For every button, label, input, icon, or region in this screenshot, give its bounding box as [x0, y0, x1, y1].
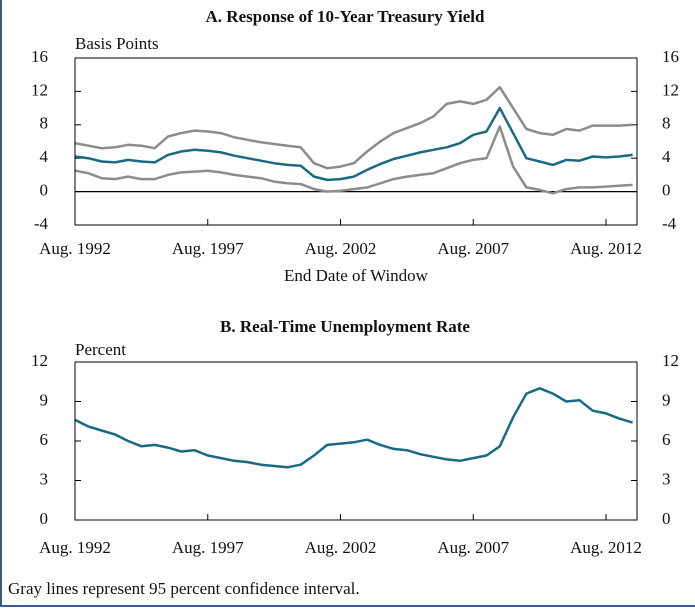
series-line — [74, 125, 633, 195]
x-tick-label: Aug. 2012 — [570, 538, 642, 557]
series-line — [74, 106, 633, 182]
x-tick-label: Aug. 2002 — [305, 239, 377, 258]
y-tick-label: 12 — [31, 80, 48, 99]
x-axis-title: End Date of Window — [284, 266, 429, 285]
x-tick-label: Aug. 2002 — [305, 538, 377, 557]
x-tick-label: Aug. 2007 — [437, 239, 509, 258]
y-axis-title: Basis Points — [75, 34, 159, 53]
y2-tick-label: 12 — [662, 80, 679, 99]
chart-title: A. Response of 10-Year Treasury Yield — [206, 7, 485, 26]
y-tick-label: 16 — [31, 47, 48, 66]
x-tick-label: Aug. 1992 — [39, 239, 111, 258]
x-tick-label: Aug. 1997 — [172, 239, 244, 258]
y-tick-label: 12 — [31, 351, 48, 370]
x-tick-label: Aug. 1992 — [39, 538, 111, 557]
y2-tick-label: 12 — [662, 351, 679, 370]
footnote: Gray lines represent 95 percent confiden… — [8, 579, 360, 598]
y2-tick-label: 4 — [662, 147, 671, 166]
series-line — [74, 387, 633, 469]
y-tick-label: 6 — [40, 430, 49, 449]
y-tick-label: -4 — [34, 214, 49, 233]
series-line — [74, 85, 633, 170]
y2-tick-label: 16 — [662, 47, 679, 66]
y-axis-title: Percent — [75, 340, 126, 359]
x-tick-label: Aug. 2007 — [437, 538, 509, 557]
y2-tick-label: -4 — [662, 214, 677, 233]
y2-tick-label: 9 — [662, 390, 671, 409]
y2-tick-label: 6 — [662, 430, 671, 449]
plot-frame — [74, 57, 638, 226]
y-tick-label: 8 — [40, 114, 49, 133]
y2-tick-label: 0 — [662, 181, 671, 200]
y2-tick-label: 3 — [662, 469, 671, 488]
y2-tick-label: 0 — [662, 509, 671, 528]
chart-title: B. Real-Time Unemployment Rate — [220, 317, 470, 336]
plot-frame — [74, 361, 638, 521]
y-tick-label: 0 — [40, 509, 49, 528]
y-tick-label: 4 — [40, 147, 49, 166]
y2-tick-label: 8 — [662, 114, 671, 133]
y-tick-label: 0 — [40, 181, 49, 200]
x-tick-label: Aug. 2012 — [570, 239, 642, 258]
x-tick-label: Aug. 1997 — [172, 538, 244, 557]
y-tick-label: 9 — [40, 390, 49, 409]
y-tick-label: 3 — [40, 469, 49, 488]
